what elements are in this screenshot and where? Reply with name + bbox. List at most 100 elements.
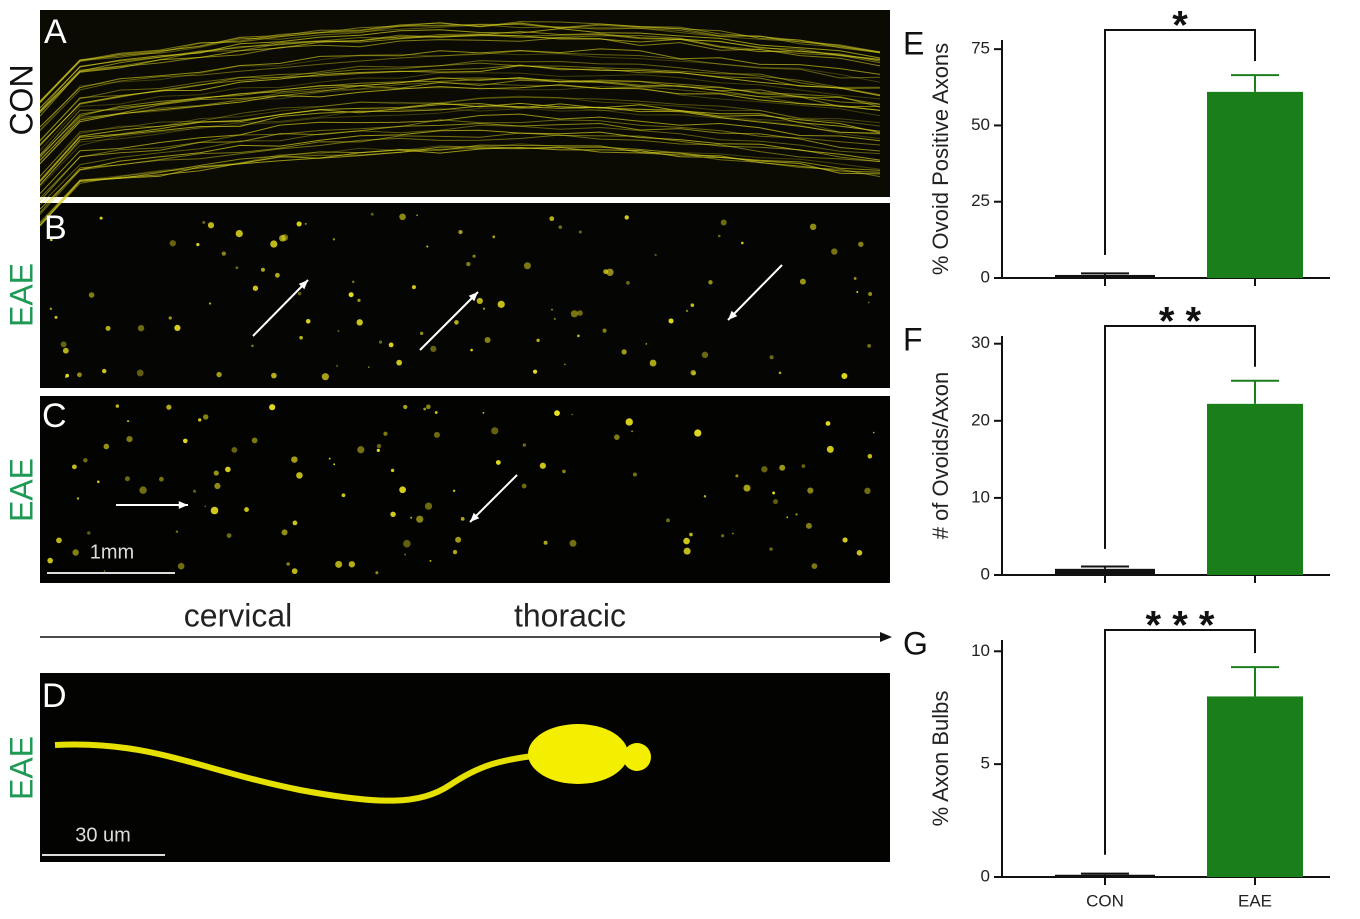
significance-bracket: [1104, 629, 1256, 855]
ovoid-texture: [202, 221, 206, 224]
axon-texture: [39, 22, 881, 104]
axon-bulb: [528, 724, 628, 784]
ovoid-texture: [96, 480, 100, 484]
pointer-arrow: [252, 279, 309, 337]
ovoid-texture: [472, 254, 476, 258]
ovoid-texture: [411, 285, 416, 290]
axon-texture: [39, 64, 881, 145]
ovoid-texture: [356, 319, 363, 326]
ovoid-texture: [137, 324, 145, 332]
row-label: EAE: [3, 458, 39, 522]
ovoid-texture: [72, 549, 79, 556]
pointer-arrow: [727, 264, 783, 321]
ovoid-texture: [523, 262, 531, 270]
ovoid-texture: [124, 476, 130, 482]
axon-texture: [39, 96, 881, 177]
pointer-arrow-head: [468, 292, 478, 302]
panel-letter: C: [42, 397, 67, 435]
ovoid-texture: [251, 344, 254, 348]
ovoid-texture: [424, 502, 433, 510]
ovoid-texture: [193, 489, 197, 493]
panel-letter: F: [903, 321, 923, 357]
significance-stars: * * *: [1146, 604, 1215, 648]
ovoid-texture: [683, 537, 690, 545]
axon-texture: [39, 105, 881, 186]
ovoid-texture: [251, 437, 258, 444]
ovoid-texture: [701, 351, 709, 359]
ovoid-texture: [831, 248, 838, 255]
ovoid-texture: [497, 300, 505, 308]
ovoid-texture: [690, 370, 696, 376]
ovoid-texture: [357, 446, 365, 454]
ovoid-texture: [328, 457, 331, 460]
ovoid-texture: [721, 534, 725, 538]
ovoid-texture: [296, 472, 303, 479]
ovoid-texture: [426, 245, 429, 248]
ovoid-texture: [296, 221, 302, 227]
ovoid-texture: [352, 280, 355, 284]
ovoid-texture: [76, 497, 80, 500]
significance-stars: * *: [1159, 300, 1202, 344]
ovoid-texture: [105, 325, 111, 331]
ovoid-texture: [521, 483, 527, 489]
ovoid-texture: [367, 366, 370, 368]
ovoid-texture: [231, 447, 238, 453]
ovoid-texture: [495, 460, 501, 465]
ovoid-texture: [554, 410, 560, 417]
panel-d-image: [40, 673, 890, 862]
axon-texture: [39, 107, 881, 187]
axon-texture: [39, 76, 881, 157]
ovoid-texture: [404, 553, 407, 556]
ovoid-texture: [841, 372, 848, 379]
ovoid-texture: [271, 372, 277, 379]
axon-texture: [39, 113, 881, 195]
ovoid-texture: [198, 418, 202, 422]
ovoid-texture: [458, 229, 463, 235]
axon-texture: [39, 22, 881, 102]
ovoid-texture: [286, 562, 290, 566]
ovoid-texture: [127, 420, 130, 423]
ovoid-texture: [56, 537, 62, 544]
scale-bar-label: 1mm: [90, 541, 134, 563]
ovoid-texture: [741, 241, 744, 245]
ovoid-texture: [858, 241, 864, 247]
ovoid-texture: [60, 341, 67, 348]
ovoid-texture: [429, 559, 432, 562]
y-tick-label: 30: [971, 333, 990, 352]
ovoid-texture: [786, 516, 789, 519]
panel-letter: E: [903, 25, 924, 61]
y-tick-label: 10: [971, 487, 990, 506]
ovoid-texture: [452, 489, 456, 493]
ovoid-texture: [102, 368, 107, 374]
pointer-arrow-head: [298, 280, 308, 290]
ovoid-texture: [54, 315, 58, 319]
ovoid-texture: [87, 531, 91, 535]
ovoid-texture: [772, 491, 776, 495]
ovoid-texture: [376, 443, 382, 449]
axon-texture: [39, 82, 881, 162]
ovoid-texture: [645, 343, 648, 345]
panel-letter: B: [44, 209, 67, 247]
ovoid-texture: [226, 533, 232, 539]
ovoid-texture: [649, 359, 657, 367]
ovoid-texture: [717, 234, 721, 238]
ovoid-texture: [668, 318, 674, 324]
ovoid-texture: [99, 216, 103, 220]
ovoid-texture: [872, 431, 875, 434]
ovoid-texture: [336, 364, 339, 367]
ovoid-texture: [403, 404, 408, 410]
y-tick-label: 0: [981, 267, 990, 286]
ovoid-texture: [291, 568, 298, 575]
ovoid-texture: [204, 505, 207, 508]
ovoid-texture: [166, 404, 172, 410]
ovoid-texture: [460, 516, 465, 521]
region-label: cervical: [184, 597, 292, 633]
ovoid-texture: [795, 513, 798, 516]
ovoid-texture: [375, 571, 379, 575]
ovoid-texture: [694, 429, 702, 437]
ovoid-texture: [621, 349, 627, 355]
axon-texture: [39, 124, 881, 206]
ovoid-texture: [602, 328, 607, 333]
ovoid-texture: [423, 407, 427, 411]
